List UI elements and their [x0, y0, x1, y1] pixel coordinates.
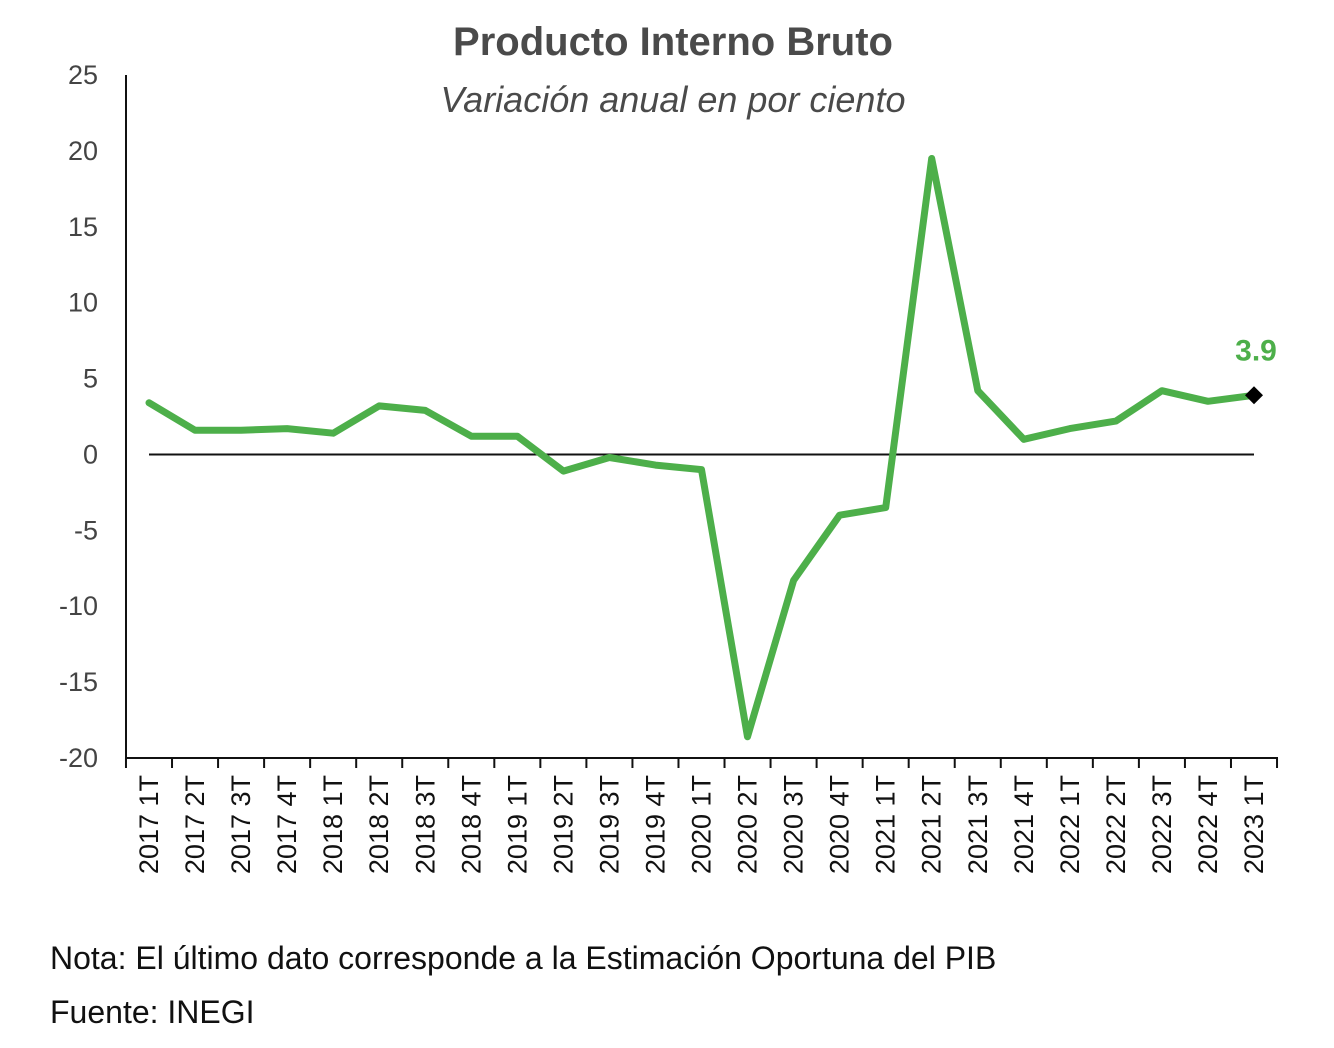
x-tick-label: 2018 4T [456, 775, 486, 874]
y-tick-label: 15 [68, 212, 98, 242]
y-tick-label: -20 [59, 743, 98, 773]
data-point [517, 436, 518, 437]
x-tick-label: 2018 1T [318, 775, 348, 874]
y-tick-label: 10 [68, 288, 98, 318]
x-tick-label: 2022 3T [1147, 775, 1177, 874]
data-point [471, 436, 472, 437]
x-tick-label: 2019 3T [594, 775, 624, 874]
x-tick-label: 2019 1T [502, 775, 532, 874]
data-point [885, 507, 886, 508]
x-tick-label: 2019 4T [640, 775, 670, 874]
y-axis: 25 20 15 10 5 0 -5 -10 -15 -20 [59, 60, 127, 773]
data-point [701, 469, 702, 470]
data-point [977, 390, 978, 391]
data-point [655, 465, 656, 466]
x-tick-label: 2018 3T [410, 775, 440, 874]
y-tick-label: 20 [68, 136, 98, 166]
data-point [793, 580, 794, 581]
x-tick-label: 2020 1T [687, 775, 717, 874]
data-point [195, 430, 196, 431]
x-tick-label: 2017 3T [226, 775, 256, 874]
x-tick-label: 2023 1T [1239, 775, 1269, 874]
annotation-group: 3.9 [1235, 334, 1277, 405]
x-axis: 2017 1T 2017 2T 2017 3T 2017 4T 2018 1T 2018 … [124, 453, 1279, 874]
data-point [747, 736, 748, 737]
y-tick-label: 5 [83, 364, 98, 394]
series-group [145, 155, 1258, 741]
data-point [149, 402, 150, 403]
data-point [1023, 439, 1024, 440]
x-tick-label: 2018 2T [364, 775, 394, 874]
x-tick-label: 2021 4T [1009, 775, 1039, 874]
data-point [241, 430, 242, 431]
x-tick-label: 2020 3T [779, 775, 809, 874]
x-tick-label: 2021 1T [871, 775, 901, 874]
data-point [425, 410, 426, 411]
x-tick-label: 2020 4T [825, 775, 855, 874]
x-tick-label: 2017 2T [180, 775, 210, 874]
data-point [563, 471, 564, 472]
x-tick-label: 2019 2T [548, 775, 578, 874]
data-point [931, 158, 932, 159]
x-tick-label: 2017 4T [272, 775, 302, 874]
x-tick-label: 2021 3T [963, 775, 993, 874]
series-line-gdp [145, 155, 1258, 741]
last-point-marker [1245, 386, 1263, 405]
data-point [1207, 401, 1208, 402]
last-value-label: 3.9 [1235, 334, 1277, 367]
x-tick-label: 2022 2T [1101, 775, 1131, 874]
x-tick-label: 2022 1T [1055, 775, 1085, 874]
gdp-line-chart: Producto Interno Bruto Variación anual e… [59, 20, 1279, 874]
y-tick-label: 25 [68, 60, 98, 90]
y-tick-label: -5 [74, 515, 98, 545]
x-tick-label: 2017 1T [134, 775, 164, 874]
chart-source: Fuente: INEGI [50, 994, 255, 1030]
y-tick-label: -15 [59, 667, 98, 697]
chart-subtitle: Variación anual en por ciento [441, 79, 906, 120]
x-tick-label: 2021 2T [917, 775, 947, 874]
chart-title: Producto Interno Bruto [453, 20, 893, 64]
data-point [1161, 390, 1162, 391]
x-tick-label: 2022 4T [1193, 775, 1223, 874]
data-point [1115, 421, 1116, 422]
y-tick-label: -10 [59, 591, 98, 621]
x-tick-label: 2020 2T [733, 775, 763, 874]
data-point [839, 515, 840, 516]
data-point [333, 433, 334, 434]
data-point [1069, 428, 1070, 429]
y-tick-label: 0 [83, 439, 98, 469]
chart-note: Nota: El último dato corresponde a la Es… [50, 940, 997, 976]
data-point [379, 405, 380, 406]
data-point [287, 428, 288, 429]
data-point [609, 457, 610, 458]
